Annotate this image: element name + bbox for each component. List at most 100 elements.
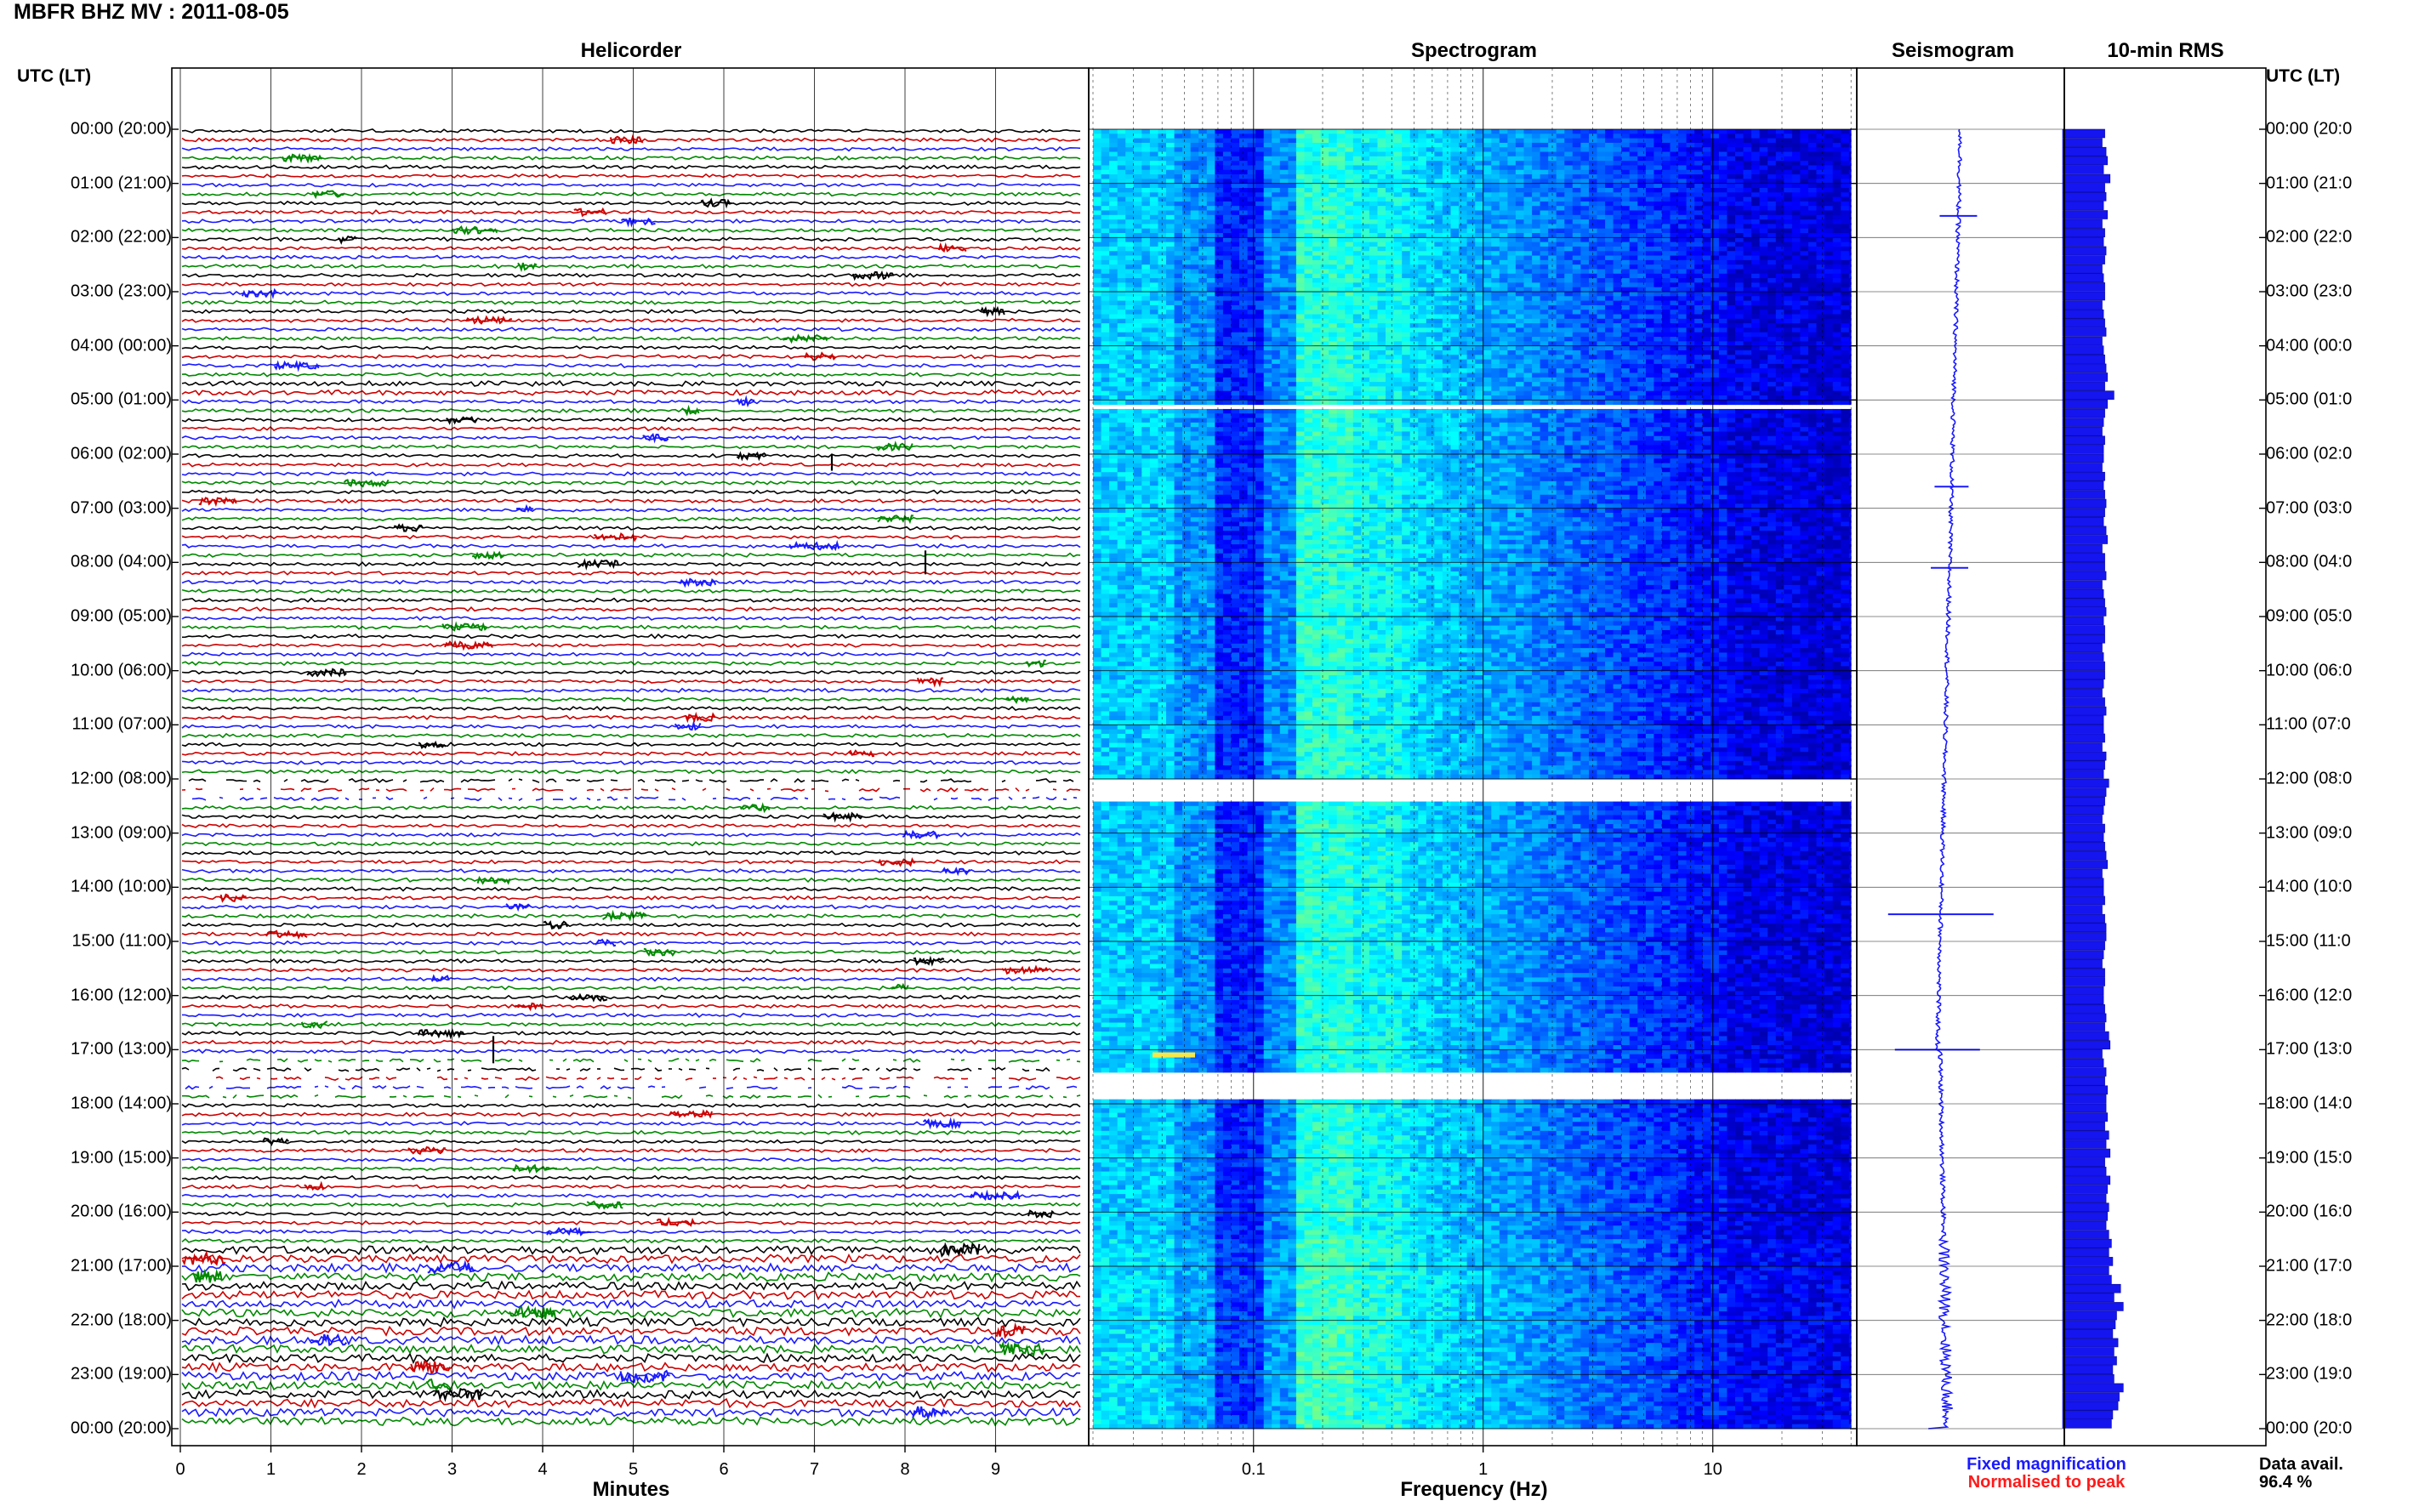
spectrogram-cell [1589,278,1597,283]
spectrogram-cell [1191,260,1199,265]
spectrogram-cell [1744,251,1752,256]
spectrogram-cell [1710,260,1719,265]
spectrogram-cell [1573,219,1581,225]
spectrogram-cell [1597,224,1606,229]
spectrogram-cell [1614,161,1622,166]
spectrogram-cell [1808,251,1817,256]
spectrogram-cell [1751,337,1760,342]
spectrogram-cell [1191,188,1199,193]
spectrogram-cell [1727,143,1735,148]
spectrogram-cell [1337,327,1346,333]
spectrogram-cell [1703,327,1711,333]
spectrogram-cell [1817,301,1825,306]
spectrogram-cell [1109,184,1118,189]
spectrogram-cell [1255,319,1264,324]
spectrogram-cell [1296,355,1305,360]
spectrogram-cell [1694,360,1703,365]
spectrogram-cell [1125,139,1134,144]
spectrogram-cell [1166,211,1175,216]
spectrogram-cell [1255,224,1264,229]
spectrogram-cell [1394,319,1403,324]
spectrogram-cell [1678,251,1687,256]
spectrogram-cell [1125,256,1134,261]
spectrogram-cell [1378,188,1386,193]
spectrogram-cell [1345,170,1353,175]
spectrogram-cell [1516,292,1524,297]
spectrogram-cell [1215,337,1223,342]
spectrogram-cell [1597,264,1606,270]
spectrogram-cell [1678,188,1687,193]
spectrogram-cell [1426,269,1435,274]
spectrogram-cell [1321,346,1329,351]
spectrogram-cell [1808,319,1817,324]
spectrogram-cell [1118,219,1126,225]
spectrogram-cell [1564,350,1573,355]
spectrogram-cell [1719,337,1727,342]
spectrogram-cell [1491,282,1500,287]
spectrogram-cell [1500,310,1508,315]
spectrogram-cell [1703,202,1711,207]
spectrogram-cell [1710,319,1719,324]
spectrogram-cell [1175,315,1183,320]
spectrogram-cell [1817,202,1825,207]
spectrogram-cell [1109,211,1118,216]
spectrogram-cell [1678,337,1687,342]
spectrogram-cell [1694,170,1703,175]
spectrogram-cell [1272,152,1280,157]
spectrogram-cell [1207,337,1215,342]
spectrogram-cell [1175,224,1183,229]
spectrogram-cell [1735,256,1744,261]
spectrogram-cell [1564,319,1573,324]
spectrogram-cell [1564,269,1573,274]
spectrogram-cell [1727,229,1735,234]
spectrogram-cell [1125,215,1134,220]
spectrogram-cell [1150,242,1158,247]
spectrogram-cell [1378,184,1386,189]
spectrogram-cell [1248,296,1256,301]
spectrogram-cell [1467,274,1476,279]
spectrogram-cell [1118,165,1126,170]
spectrogram-cell [1573,129,1581,134]
spectrogram-cell [1475,237,1483,242]
spectrogram-cell [1191,282,1199,287]
spectrogram-cell [1459,224,1467,229]
spectrogram-cell [1597,156,1606,162]
spectrogram-cell [1223,269,1232,274]
spectrogram-cell [1605,139,1614,144]
spectrogram-cell [1507,184,1516,189]
spectrogram-cell [1653,282,1662,287]
spectrogram-cell [1345,292,1353,297]
spectrogram-cell [1150,192,1158,197]
spectrogram-cell [1646,278,1654,283]
spectrogram-cell [1451,197,1460,202]
spectrogram-cell [1719,237,1727,242]
spectrogram-cell [1198,269,1207,274]
spectrogram-cell [1589,184,1597,189]
spectrogram-cell [1093,364,1101,369]
spectrogram-cell [1280,319,1289,324]
spectrogram-cell [1833,327,1841,333]
spectrogram-cell [1264,188,1272,193]
spectrogram-cell [1272,215,1280,220]
spectrogram-cell [1507,333,1516,338]
spectrogram-cell [1727,264,1735,270]
spectrogram-cell [1483,346,1492,351]
spectrogram-cell [1321,211,1329,216]
spectrogram-cell [1621,224,1630,229]
spectrogram-cell [1614,327,1622,333]
spectrogram-cell [1288,315,1296,320]
spectrogram-cell [1767,301,1776,306]
spectrogram-cell [1353,274,1362,279]
spectrogram-cell [1653,134,1662,139]
spectrogram-cell [1239,346,1248,351]
spectrogram-cell [1207,206,1215,211]
spectrogram-cell [1125,350,1134,355]
spectrogram-cell [1175,156,1183,162]
spectrogram-cell [1507,129,1516,134]
spectrogram-cell [1118,134,1126,139]
spectrogram-cell [1434,165,1443,170]
spectrogram-cell [1841,129,1849,134]
spectrogram-cell [1621,274,1630,279]
spectrogram-cell [1101,296,1110,301]
spectrogram-cell [1719,156,1727,162]
